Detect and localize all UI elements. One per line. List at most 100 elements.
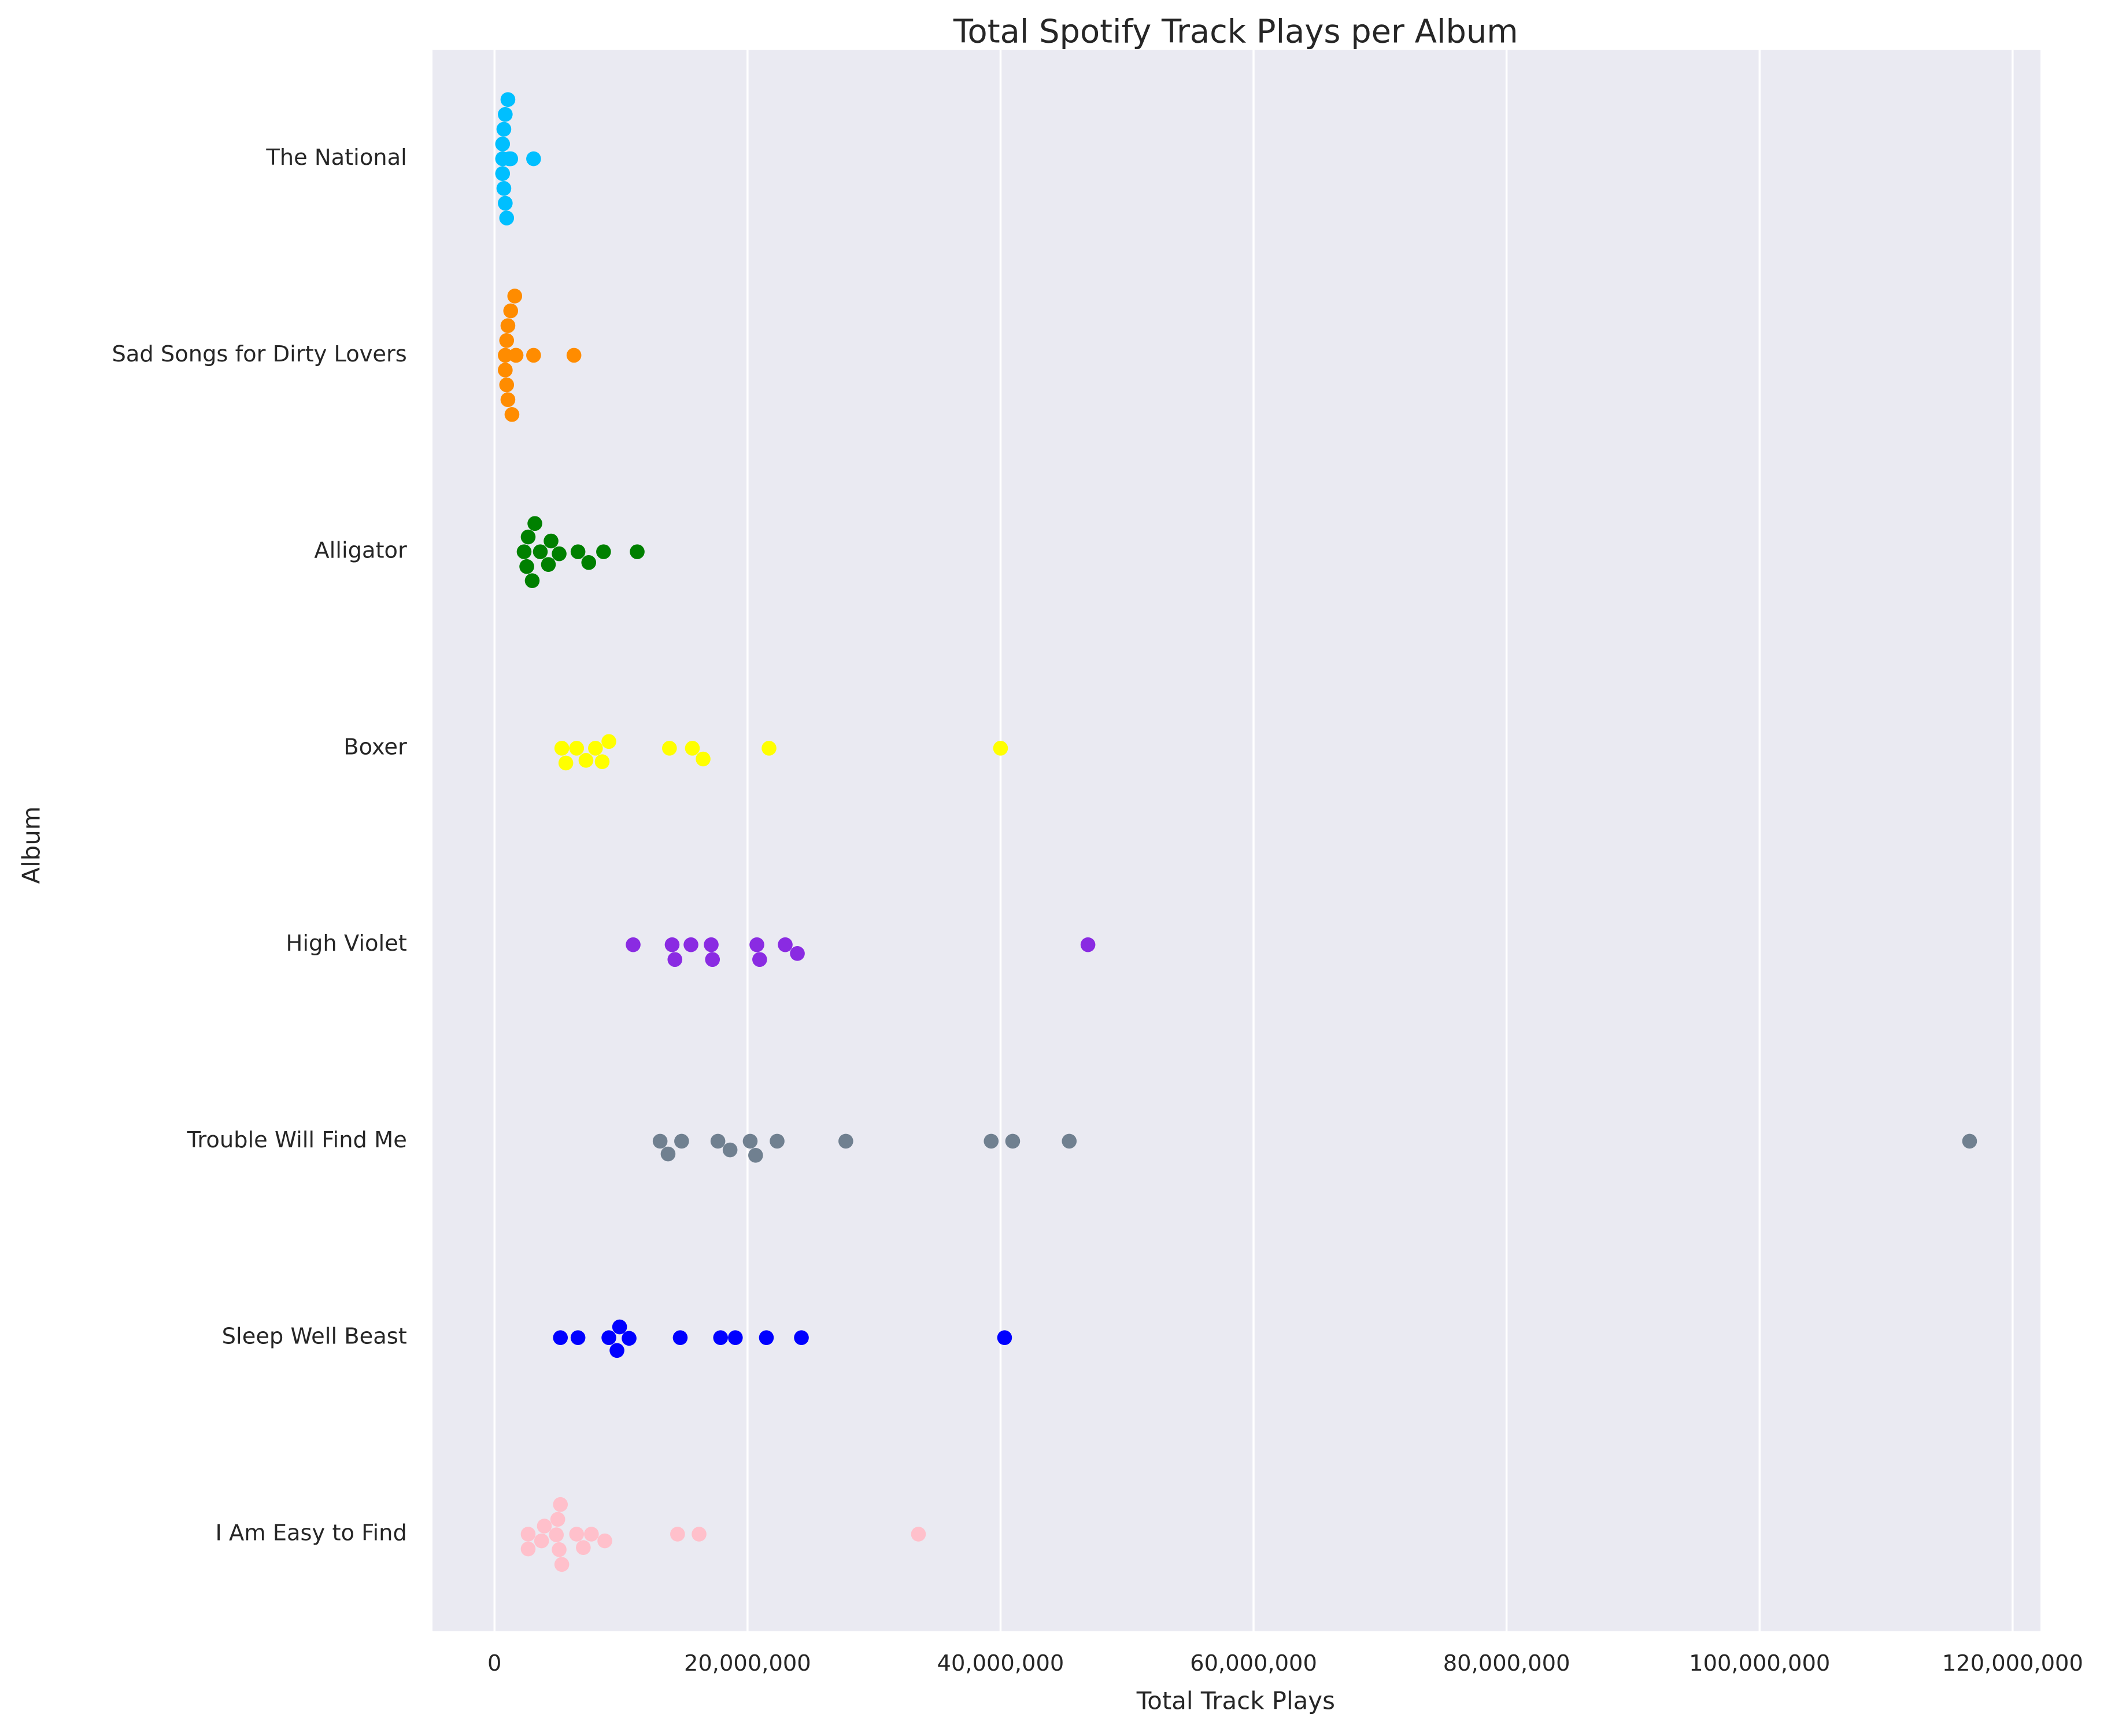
point	[495, 166, 511, 181]
point	[578, 753, 594, 768]
point	[496, 180, 512, 196]
point	[1080, 937, 1096, 952]
point	[601, 734, 616, 749]
x-tick-label: 120,000,000	[1942, 1650, 2083, 1676]
point	[549, 1527, 564, 1542]
point	[566, 348, 582, 363]
point	[520, 529, 536, 545]
x-tick-label: 40,000,000	[937, 1650, 1064, 1676]
point	[596, 544, 611, 559]
point	[498, 348, 513, 363]
point	[499, 377, 515, 393]
point	[544, 533, 559, 549]
x-tick-label: 0	[487, 1650, 501, 1676]
point	[704, 937, 719, 952]
point	[662, 741, 677, 756]
point	[534, 1533, 549, 1549]
point	[524, 573, 540, 588]
point	[664, 937, 680, 952]
point	[1005, 1133, 1021, 1149]
x-tick-label: 100,000,000	[1689, 1650, 1830, 1676]
y-tick-label: I Am Easy to Find	[215, 1520, 406, 1546]
point	[692, 1527, 707, 1542]
point	[527, 516, 542, 531]
point	[778, 937, 793, 952]
point	[503, 151, 519, 167]
point	[626, 937, 641, 952]
point	[508, 348, 524, 363]
point	[670, 1527, 685, 1542]
x-tick-label: 80,000,000	[1443, 1650, 1570, 1676]
y-tick-label: The National	[265, 145, 406, 171]
point	[1962, 1133, 1977, 1149]
point	[520, 1541, 536, 1557]
point	[997, 1330, 1012, 1345]
point	[498, 107, 513, 122]
point	[576, 1540, 591, 1556]
point	[667, 952, 683, 967]
point	[537, 1519, 552, 1534]
point	[748, 1148, 763, 1163]
point	[554, 741, 570, 756]
point	[507, 289, 523, 304]
point	[713, 1330, 729, 1345]
point	[722, 1142, 738, 1158]
point	[500, 92, 516, 108]
point	[533, 544, 548, 559]
point	[752, 952, 767, 967]
point	[683, 937, 698, 952]
point	[526, 151, 541, 167]
point	[500, 318, 516, 333]
chart-title: Total Spotify Track Plays per Album	[953, 13, 1518, 50]
plot-area	[432, 50, 2040, 1631]
point	[674, 1133, 689, 1149]
point	[652, 1133, 668, 1149]
point	[660, 1146, 676, 1162]
y-tick-label: Sad Songs for Dirty Lovers	[112, 341, 406, 367]
point	[495, 136, 511, 152]
point	[570, 544, 586, 559]
point	[622, 1331, 637, 1346]
point	[1062, 1133, 1077, 1149]
point	[696, 751, 711, 767]
point	[553, 1330, 568, 1345]
point	[498, 195, 513, 211]
point	[503, 303, 519, 319]
point	[911, 1527, 926, 1542]
point	[794, 1330, 809, 1345]
point	[601, 1330, 616, 1345]
point	[498, 363, 513, 378]
y-tick-label: Alligator	[314, 538, 407, 564]
point	[519, 559, 534, 574]
point	[504, 407, 520, 422]
y-axis-label: Album	[17, 806, 45, 884]
point	[761, 741, 777, 756]
point	[594, 754, 610, 769]
point	[520, 1527, 536, 1542]
point	[499, 333, 515, 348]
x-axis-label: Total Track Plays	[1136, 1686, 1335, 1715]
x-tick-label: 60,000,000	[1190, 1650, 1317, 1676]
point	[554, 1557, 570, 1572]
point	[584, 1527, 599, 1542]
point	[541, 557, 556, 572]
point	[984, 1133, 999, 1149]
point	[499, 210, 515, 226]
point	[588, 741, 603, 756]
point	[552, 546, 567, 562]
y-tick-label: Trouble Will Find Me	[187, 1127, 407, 1153]
point	[710, 1133, 726, 1149]
point	[759, 1330, 774, 1345]
point	[790, 945, 805, 961]
point	[570, 1330, 586, 1345]
x-tick-label: 20,000,000	[684, 1650, 811, 1676]
point	[630, 544, 645, 559]
point	[993, 741, 1008, 756]
point	[742, 1133, 758, 1149]
point	[500, 392, 516, 407]
point	[550, 1512, 565, 1527]
point	[597, 1533, 612, 1549]
point	[609, 1343, 624, 1358]
point	[705, 952, 720, 967]
point	[496, 121, 512, 137]
